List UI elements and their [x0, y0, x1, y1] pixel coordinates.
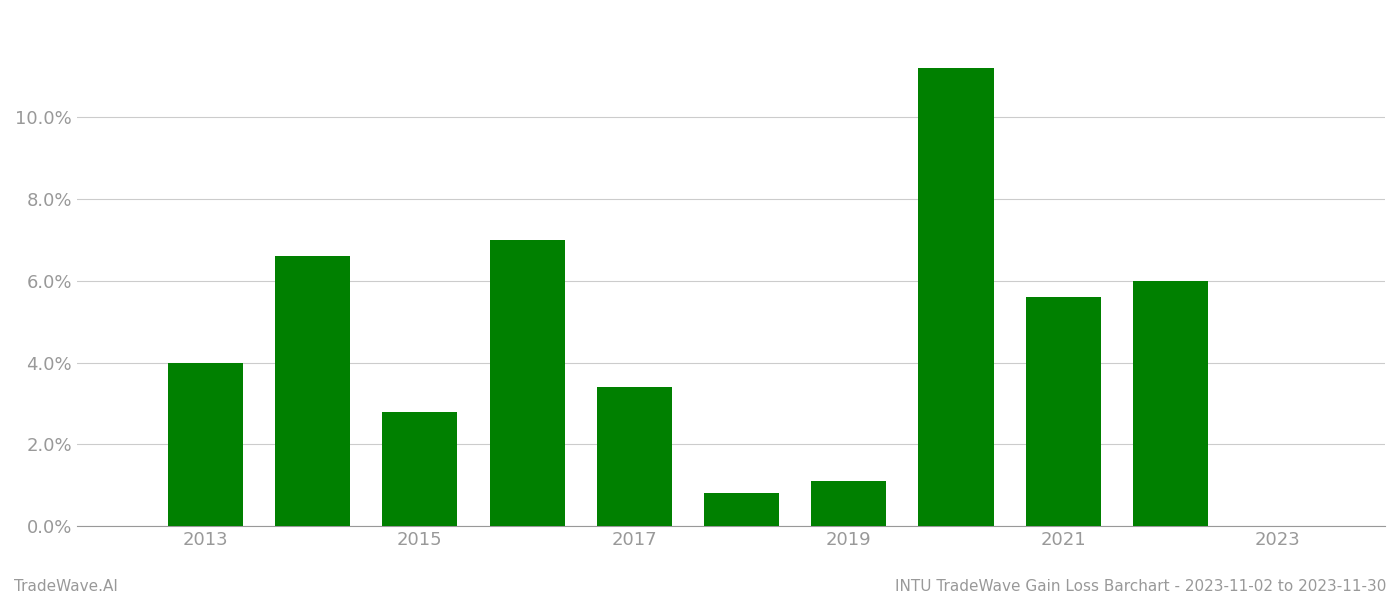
- Bar: [168, 362, 242, 526]
- Bar: [596, 387, 672, 526]
- Bar: [1026, 297, 1100, 526]
- Bar: [274, 256, 350, 526]
- Bar: [811, 481, 886, 526]
- Bar: [1133, 281, 1208, 526]
- Bar: [704, 493, 778, 526]
- Text: INTU TradeWave Gain Loss Barchart - 2023-11-02 to 2023-11-30: INTU TradeWave Gain Loss Barchart - 2023…: [895, 579, 1386, 594]
- Bar: [490, 240, 564, 526]
- Bar: [918, 68, 994, 526]
- Text: TradeWave.AI: TradeWave.AI: [14, 579, 118, 594]
- Bar: [382, 412, 458, 526]
